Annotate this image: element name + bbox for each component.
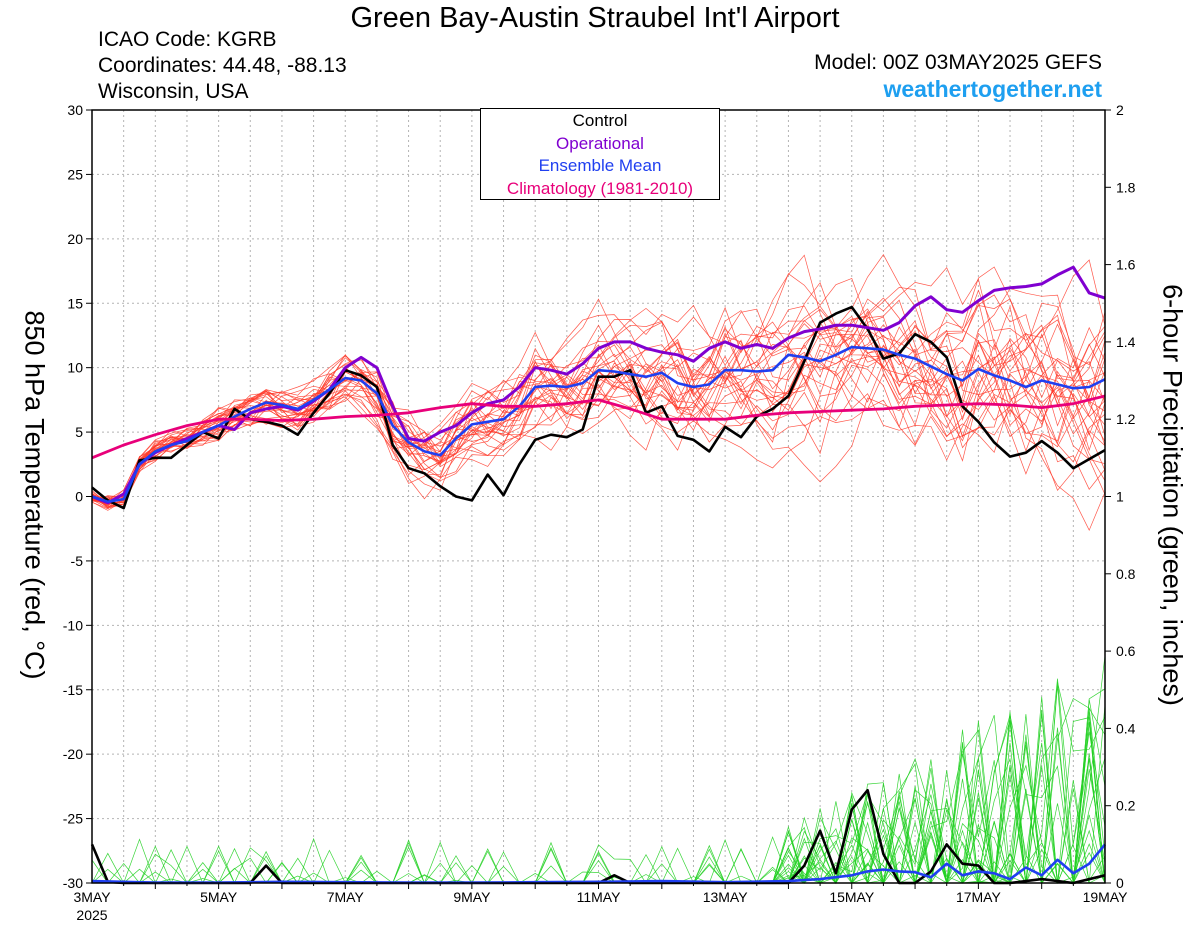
y-tick-label-left: 0 xyxy=(75,489,83,505)
temp-member-line xyxy=(91,289,1106,502)
temp-climatology-line xyxy=(91,394,1106,460)
legend-climatology: Climatology (1981-2010) xyxy=(506,178,694,198)
y-tick-label-left: 25 xyxy=(67,166,83,182)
x-tick-label: 13MAY xyxy=(703,889,749,905)
legend: Control Operational Ensemble Mean Climat… xyxy=(480,108,720,200)
y-tick-label-right: 2 xyxy=(1116,102,1124,118)
x-tick-label: 7MAY xyxy=(327,889,365,905)
y-tick-label-right: 1.2 xyxy=(1116,411,1136,427)
y-tick-label-right: 0.2 xyxy=(1116,798,1136,814)
x-tick-label: 3MAY xyxy=(73,889,111,905)
y-tick-label-right: 1.8 xyxy=(1116,179,1136,195)
temp-member-line xyxy=(91,266,1106,499)
temp-member-line xyxy=(91,298,1106,506)
y-tick-label-left: 5 xyxy=(75,424,83,440)
y-tick-label-left: -5 xyxy=(71,553,84,569)
grid-lines xyxy=(92,110,1105,883)
y-tick-label-right: 0 xyxy=(1116,875,1124,891)
legend-operational: Operational xyxy=(556,133,644,153)
y-tick-label-right: 0.4 xyxy=(1116,720,1136,736)
temp-member-line xyxy=(91,294,1106,501)
y-tick-label-left: 15 xyxy=(67,295,83,311)
precip-member-line xyxy=(92,712,1106,884)
x-tick-label: 9MAY xyxy=(453,889,491,905)
site-link[interactable]: weathertogether.net xyxy=(883,76,1102,102)
x-tick-label: 19MAY xyxy=(1083,889,1129,905)
axes: 302520151050-5-10-15-20-25-3021.81.61.41… xyxy=(63,102,1136,923)
model-run: Model: 00Z 03MAY2025 GEFS xyxy=(814,51,1102,74)
coordinates: Coordinates: 44.48, -88.13 xyxy=(98,54,347,77)
x-tick-label: 11MAY xyxy=(577,889,621,905)
x-tick-label: 5MAY xyxy=(200,889,238,905)
y-axis-label-right: 6-hour Precipitation (green, inches) xyxy=(1157,284,1188,706)
precip-member-line xyxy=(92,713,1106,884)
y-tick-label-left: -30 xyxy=(63,875,83,891)
precip-member-line xyxy=(92,713,1105,885)
x-tick-label: 17MAY xyxy=(956,889,1002,905)
temp-mean-line xyxy=(91,345,1106,503)
temp-member-line xyxy=(91,315,1106,504)
y-axis-label-left: 850 hPa Temperature (red, °C) xyxy=(19,310,50,680)
precip-member-line xyxy=(92,714,1106,885)
y-tick-label-right: 1 xyxy=(1116,489,1124,505)
temp-member-line xyxy=(91,305,1106,509)
y-tick-label-left: 30 xyxy=(67,102,83,118)
region: Wisconsin, USA xyxy=(98,80,249,103)
legend-ensemble-mean: Ensemble Mean xyxy=(538,156,662,175)
y-tick-label-right: 0.6 xyxy=(1116,643,1136,659)
legend-control: Control xyxy=(572,111,628,130)
y-tick-label-left: 10 xyxy=(67,360,83,376)
y-tick-label-right: 1.4 xyxy=(1116,334,1136,350)
x-tick-label: 15MAY xyxy=(829,889,875,905)
y-tick-label-right: 1.6 xyxy=(1116,257,1136,273)
y-tick-label-left: 20 xyxy=(67,231,83,247)
temp-member-line xyxy=(91,287,1106,501)
y-tick-label-left: -25 xyxy=(63,811,83,827)
y-tick-label-left: -15 xyxy=(63,682,83,698)
temp-member-line xyxy=(91,254,1106,503)
chart-title: Green Bay-Austin Straubel Int'l Airport xyxy=(350,2,840,34)
precip-member-line xyxy=(92,711,1105,884)
y-tick-label-right: 0.8 xyxy=(1116,566,1136,582)
y-tick-label-left: -10 xyxy=(63,617,83,633)
icao-code: ICAO Code: KGRB xyxy=(98,28,277,51)
temp-member-line xyxy=(91,305,1106,506)
y-tick-label-left: -20 xyxy=(63,746,83,762)
x-year-label: 2025 xyxy=(76,907,107,923)
temp-operational-line xyxy=(91,265,1106,505)
